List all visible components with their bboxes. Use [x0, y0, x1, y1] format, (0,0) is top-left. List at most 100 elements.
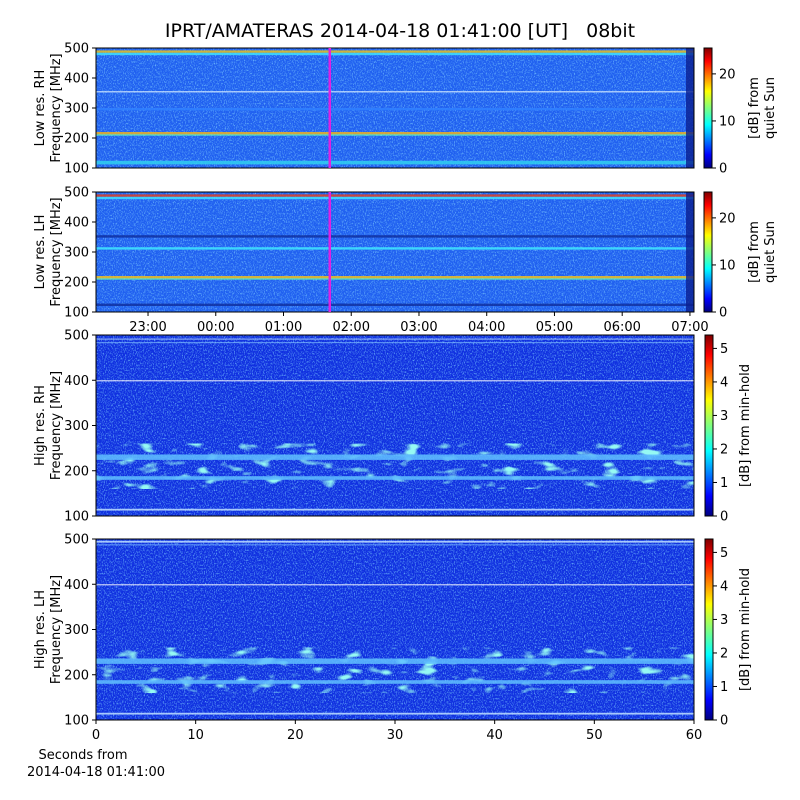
x-tick-label: 23:00 — [129, 320, 166, 335]
y-tick-label: 500 — [64, 329, 89, 344]
heatmap-panel — [95, 191, 695, 313]
colorbar-tick-label: 2 — [720, 646, 728, 661]
colorbar-tick-label: 0 — [720, 714, 728, 729]
colorbar-tick-label: 1 — [720, 476, 728, 491]
heatmap-band — [96, 160, 694, 165]
colorbar-tick-label: 20 — [719, 67, 736, 82]
y-axis-label: Low res. RHFrequency [MHz] — [33, 53, 64, 162]
x-tick-label: 07:00 — [671, 320, 708, 335]
y-axis-label: High res. RHFrequency [MHz] — [33, 371, 64, 480]
colorbar-tick-label: 0 — [719, 306, 727, 321]
y-tick-label: 100 — [64, 714, 89, 729]
heatmap-band — [96, 338, 694, 340]
heatmap-band — [96, 134, 694, 136]
colorbar-tick-label: 0 — [719, 162, 727, 177]
y-axis-label-line: High res. RH — [33, 385, 48, 466]
y-tick-label: 400 — [64, 374, 89, 389]
colorbar-tick-label: 5 — [720, 342, 728, 357]
colorbar-tick-label: 0 — [720, 510, 728, 525]
y-axis-label-line: Low res. LH — [33, 215, 48, 290]
y-tick-label: 400 — [64, 72, 89, 87]
x-tick-label: 02:00 — [333, 320, 370, 335]
y-axis-label-line: Low res. RH — [33, 70, 48, 147]
heatmap-edge — [686, 192, 694, 312]
heatmap-band — [96, 247, 694, 250]
heatmap-band — [96, 584, 694, 586]
colorbar-tick-label: 5 — [720, 546, 728, 561]
colorbar-label: [dB] from min-hold — [738, 364, 753, 487]
x-tick-label: 03:00 — [400, 320, 437, 335]
heatmap-band — [96, 454, 694, 460]
y-tick-label: 400 — [64, 216, 89, 231]
heatmap-edge — [686, 48, 694, 168]
heatmap-band — [96, 540, 694, 543]
x-axis-label-line: 2014-04-18 01:41:00 — [27, 765, 165, 780]
colorbar-tick-label: 4 — [720, 579, 728, 594]
x-tick-label: 40 — [486, 728, 503, 743]
y-axis-label-line: Frequency [MHz] — [49, 371, 64, 480]
colorbar-label-line: [dB] from min-hold — [738, 568, 753, 691]
heatmap-band — [96, 132, 694, 135]
x-tick-label: 00:00 — [197, 320, 234, 335]
y-axis-label: Low res. LHFrequency [MHz] — [33, 197, 64, 306]
y-tick-label: 500 — [64, 186, 89, 201]
heatmap-bursts — [96, 443, 694, 489]
x-tick-label: 60 — [686, 728, 703, 743]
colorbar-label-line: quiet Sun — [763, 77, 778, 139]
heatmap-band — [96, 194, 694, 197]
heatmap-band — [96, 712, 694, 715]
y-tick-label: 300 — [64, 246, 89, 261]
chart-title: IPRT/AMATERAS 2014-04-18 01:41:00 [UT] 0… — [165, 20, 635, 42]
y-tick-label: 500 — [64, 533, 89, 548]
colorbar — [704, 538, 714, 721]
colorbar — [703, 47, 713, 169]
colorbar — [704, 334, 714, 517]
heatmap-band — [96, 303, 694, 306]
y-tick-label: 400 — [64, 578, 89, 593]
colorbar-label: [dB] fromquiet Sun — [747, 77, 778, 139]
colorbar-label: [dB] from min-hold — [738, 568, 753, 691]
colorbar-tick-label: 3 — [720, 613, 728, 628]
x-tick-label: 20 — [287, 728, 304, 743]
colorbar-label-line: [dB] from min-hold — [738, 364, 753, 487]
heatmap-band — [96, 680, 694, 684]
colorbar-tick-label: 20 — [719, 211, 736, 226]
x-tick-label: 01:00 — [265, 320, 302, 335]
heatmap-band — [96, 508, 694, 511]
colorbar-label-line: [dB] from — [747, 77, 762, 139]
x-tick-label: 06:00 — [603, 320, 640, 335]
heatmap-band — [96, 476, 694, 480]
heatmap-panel — [95, 334, 695, 517]
x-tick-label: 0 — [92, 728, 100, 743]
y-tick-label: 100 — [64, 306, 89, 321]
colorbar — [703, 191, 713, 313]
y-axis-label-line: Frequency [MHz] — [49, 53, 64, 162]
x-tick-label: 50 — [586, 728, 603, 743]
y-tick-label: 100 — [64, 162, 89, 177]
heatmap-band — [96, 544, 694, 546]
heatmap-bursts — [96, 647, 694, 693]
x-tick-label: 10 — [187, 728, 204, 743]
heatmap-band — [96, 342, 694, 344]
x-tick-label: 30 — [387, 728, 404, 743]
colorbar-label: [dB] fromquiet Sun — [747, 221, 778, 283]
colorbar-label-line: [dB] from — [747, 221, 762, 283]
heatmap-band — [96, 278, 694, 280]
heatmap-band — [96, 108, 694, 111]
x-tick-label: 04:00 — [468, 320, 505, 335]
colorbar-tick-label: 1 — [720, 680, 728, 695]
colorbar-tick-label: 3 — [720, 409, 728, 424]
y-axis-label-line: Frequency [MHz] — [49, 197, 64, 306]
y-tick-label: 200 — [64, 132, 89, 147]
colorbar-tick-label: 10 — [719, 258, 736, 273]
colorbar-tick-label: 4 — [720, 375, 728, 390]
y-tick-label: 300 — [64, 419, 89, 434]
heatmap-band — [96, 50, 694, 53]
heatmap-speckle — [96, 192, 694, 312]
heatmap-band — [96, 52, 694, 56]
heatmap-panel — [95, 538, 695, 721]
y-tick-label: 100 — [64, 510, 89, 525]
x-tick-label: 05:00 — [536, 320, 573, 335]
heatmap-band — [96, 658, 694, 664]
